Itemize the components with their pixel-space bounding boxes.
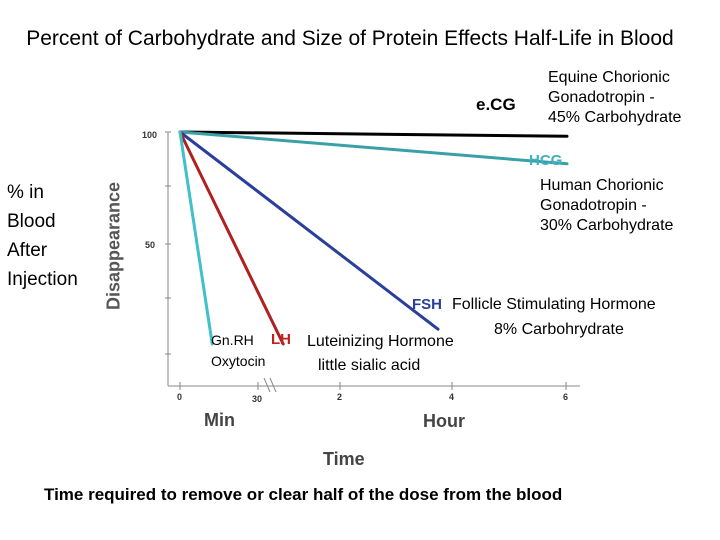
series-line-fsh [178,130,440,331]
y-tick-label-50: 50 [145,240,156,250]
annotation-lh-line-2: little sialic acid [318,357,421,374]
annotation-lh-line-1: Luteinizing Hormone [307,333,454,350]
annotation-hcg-line-1: Human Chorionic [540,177,664,194]
x-tick-label-2: 2 [337,392,343,402]
x-tick-label-0: 0 [177,392,183,402]
footnote: Time required to remove or clear half of… [44,485,563,504]
x-tick-label-6: 6 [563,392,569,402]
annotation-hcg: Human Chorionic Gonadotropin - 30% Carbo… [540,176,673,236]
side-label-line-3: After [7,240,48,261]
x-axis-break [263,377,277,393]
chart-title: Percent of Carbohydrate and Size of Prot… [26,27,674,50]
series-line-ecg [178,130,569,138]
y-axis-label: Disappearance [103,181,124,311]
series-label-hcg: HCG [529,152,563,169]
series-line-gnrh [178,130,214,346]
side-label-line-2: Blood [7,211,56,232]
annotation-hcg-line-3: 30% Carbohydrate [540,217,674,234]
annotation-ecg: Equine Chorionic Gonadotropin - 45% Carb… [548,68,681,128]
x-tick-label-4: 4 [449,392,455,402]
series-line-lh [178,130,285,346]
y-tick-label-100: 100 [142,130,158,140]
annotation-ecg-line-2: Gonadotropin - [548,89,655,106]
annotation-fsh-line-2: 8% Carbohrydrate [494,321,624,338]
x-unit-min: Min [204,410,235,430]
annotation-fsh-line-1: Follicle Stimulating Hormone [452,296,656,313]
series-label-fsh: FSH [412,296,442,313]
x-unit-hour: Hour [423,411,465,431]
series-line-hcg [178,130,569,166]
chart-series-layer [178,130,569,346]
annotation-ecg-line-1: Equine Chorionic [548,69,670,86]
chart-axes [165,131,580,393]
annotation-gnrh-line-2: Oxytocin [211,353,266,369]
annotation-ecg-line-3: 45% Carbohydrate [548,109,682,126]
x-axis-label: Time [323,449,365,469]
series-label-ecg: e.CG [476,95,516,114]
side-label: % in Blood After Injection [7,178,78,294]
x-tick-label-30: 30 [252,394,263,404]
series-label-lh: LH [271,331,291,348]
side-label-line-1: % in [7,182,44,203]
annotation-gnrh-line-1: Gn.RH [211,332,254,348]
annotation-hcg-line-2: Gonadotropin - [540,197,647,214]
side-label-line-4: Injection [7,269,78,290]
annotation-gnrh: Gn.RH Oxytocin [211,330,265,372]
